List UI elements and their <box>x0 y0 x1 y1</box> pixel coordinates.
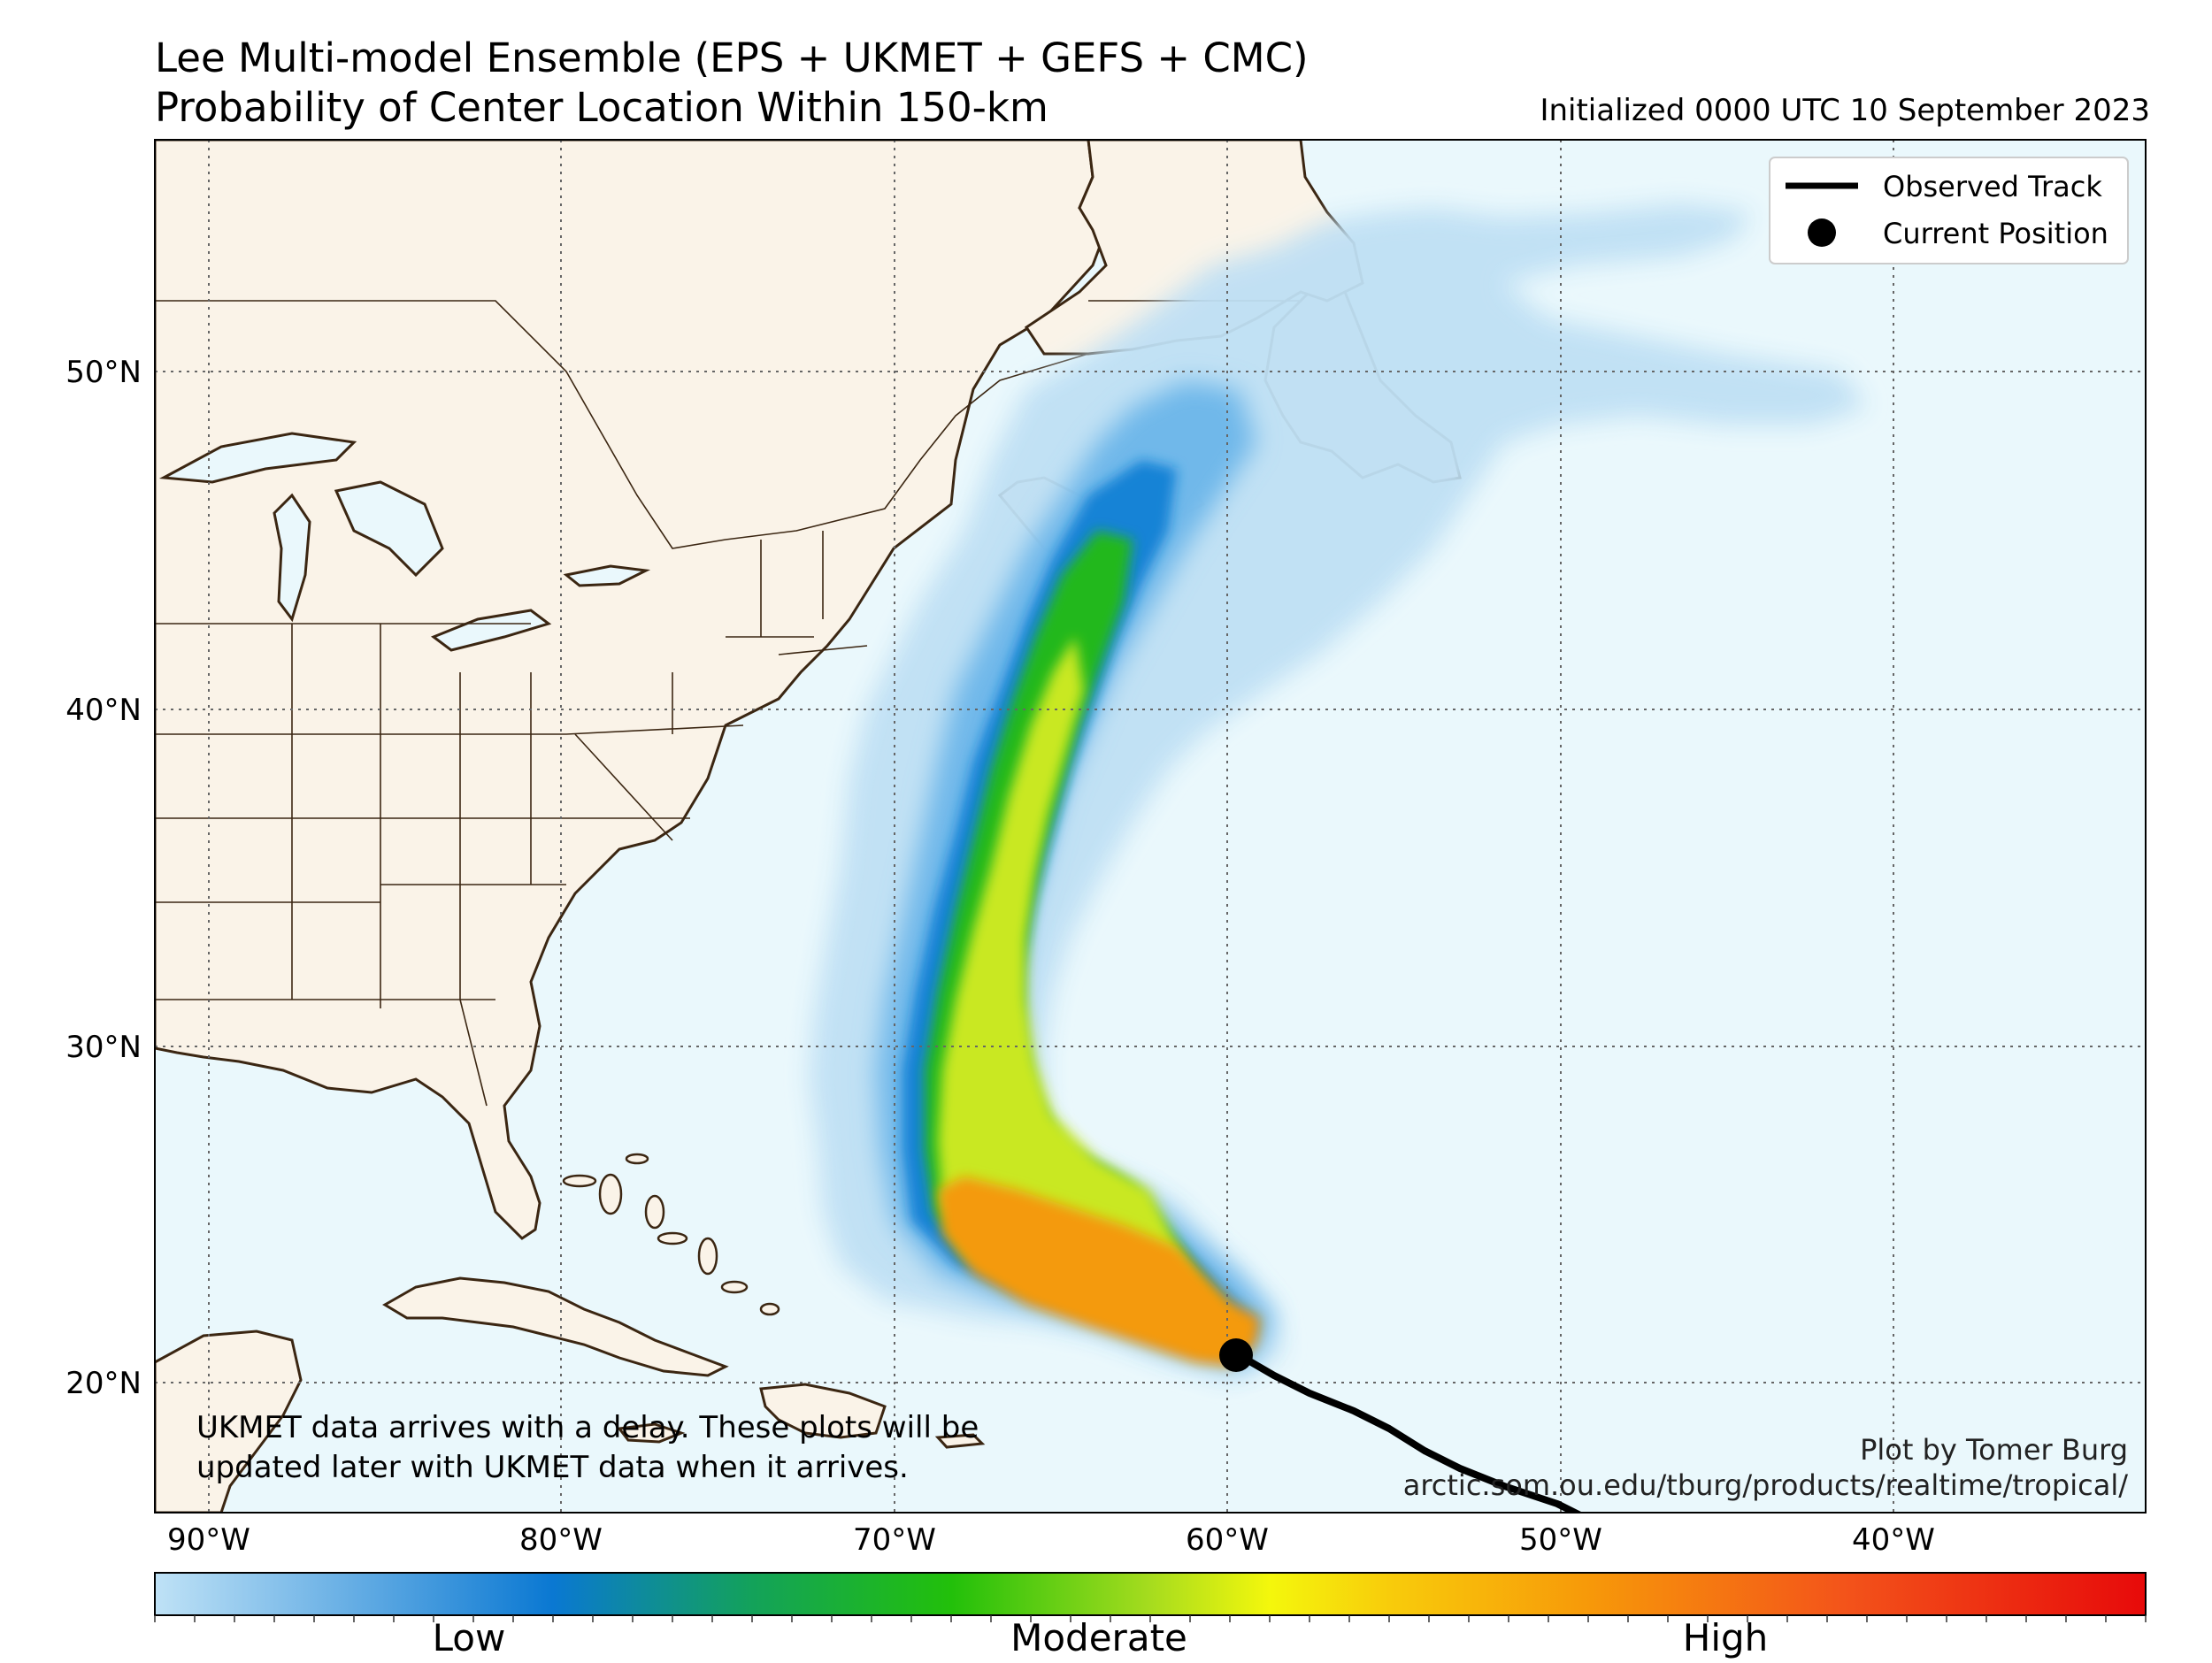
lon-label: 60°W <box>1186 1522 1269 1558</box>
legend-box <box>1769 157 2129 264</box>
colorbar-ticks <box>154 1615 2147 1622</box>
lon-label: 70°W <box>853 1522 936 1558</box>
legend: Observed Track Current Position <box>1769 157 2129 264</box>
land-hispaniola <box>759 1383 887 1439</box>
initialized-time: Initialized 0000 UTC 10 September 2023 <box>1540 93 2150 128</box>
map-area <box>155 140 2146 1513</box>
legend-observed-track: Observed Track <box>1883 170 2102 203</box>
colorbar-low-label: Low <box>433 1616 506 1659</box>
lat-label: 40°N <box>65 693 142 728</box>
map-subtitle: Probability of Center Location Within 15… <box>155 84 1048 131</box>
credit-url: arctic.som.ou.edu/tburg/products/realtim… <box>1403 1468 2129 1502</box>
ukmet-note: UKMET data arrives with a delay. These p… <box>196 1410 979 1485</box>
colorbar-high-label: High <box>1683 1616 1769 1659</box>
land-central-america <box>155 1330 303 1513</box>
graticule <box>155 140 2146 1513</box>
latitude-labels: 50°N 40°N 30°N 20°N <box>65 355 142 1401</box>
note-line: UKMET data arrives with a delay. These p… <box>196 1410 979 1445</box>
lon-label: 40°W <box>1852 1522 1935 1558</box>
legend-position-swatch <box>1808 218 1836 247</box>
colorbar-gradient <box>154 1572 2147 1616</box>
swath-yellow <box>938 637 1230 1343</box>
plot-credit: Plot by Tomer Burg arctic.som.ou.edu/tbu… <box>1403 1433 2129 1502</box>
colorbar: Low Moderate High <box>154 1572 2147 1659</box>
current-position-marker <box>1219 1338 1253 1372</box>
lon-label: 90°W <box>167 1522 250 1558</box>
great-lakes <box>158 432 651 652</box>
note-line: updated later with UKMET data when it ar… <box>196 1450 909 1485</box>
colorbar-moderate-label: Moderate <box>1010 1616 1187 1659</box>
legend-current-position: Current Position <box>1883 217 2108 250</box>
land-cuba <box>382 1276 729 1377</box>
credit-author: Plot by Tomer Burg <box>1860 1433 2128 1467</box>
political-borders <box>155 300 1301 1107</box>
lon-label: 80°W <box>519 1522 603 1558</box>
lon-label: 50°W <box>1519 1522 1602 1558</box>
bahamas-islands <box>562 1153 780 1316</box>
observed-track-line <box>1233 1350 1583 1513</box>
lat-label: 30°N <box>65 1030 142 1065</box>
title-block: Lee Multi-model Ensemble (EPS + UKMET + … <box>155 34 1309 133</box>
land-north-america <box>155 140 1108 1240</box>
map-title: Lee Multi-model Ensemble (EPS + UKMET + … <box>155 34 1309 81</box>
map-frame <box>154 139 2147 1514</box>
longitude-labels: 90°W 80°W 70°W 60°W 50°W 40°W <box>167 1522 1935 1558</box>
swath-orange <box>938 1176 1261 1367</box>
lat-label: 20°N <box>65 1366 142 1401</box>
lat-label: 50°N <box>65 355 142 390</box>
land-jamaica <box>617 1422 686 1444</box>
probability-swath <box>810 203 1867 1380</box>
land-puerto-rico <box>934 1433 986 1449</box>
